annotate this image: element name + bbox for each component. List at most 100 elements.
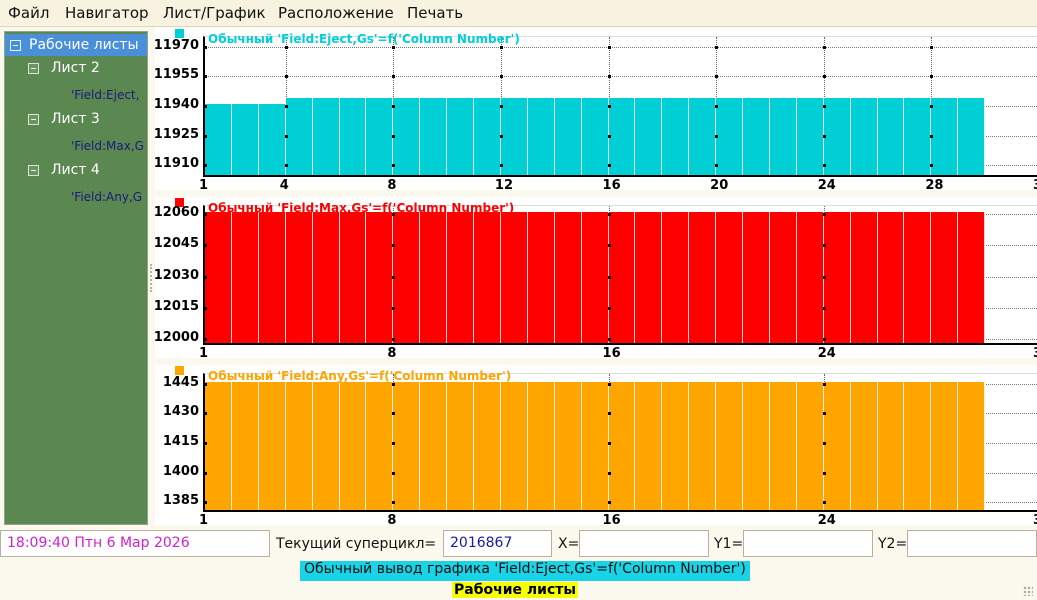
y2-coordinate-field[interactable]: [907, 530, 1037, 557]
sheet-4-chart-item[interactable]: 'Field:Any,G: [71, 190, 143, 204]
plot-area[interactable]: [203, 373, 1037, 512]
chart-bar[interactable]: [366, 212, 394, 343]
chart-bar[interactable]: [662, 381, 690, 510]
chart-bar[interactable]: [796, 381, 824, 510]
chart-bar[interactable]: [258, 381, 286, 510]
chart-bar[interactable]: [366, 381, 394, 510]
chart-bar[interactable]: [581, 381, 609, 510]
sheet-3-expander-icon[interactable]: [28, 114, 39, 125]
chart-bar[interactable]: [850, 212, 878, 343]
chart-bar[interactable]: [608, 212, 636, 343]
sheet-3-chart-item[interactable]: 'Field:Max,G: [71, 139, 144, 153]
chart-bar[interactable]: [447, 381, 475, 510]
chart-bar[interactable]: [393, 212, 421, 343]
chart-bar[interactable]: [339, 212, 367, 343]
sheet-2-chart-item[interactable]: 'Field:Eject,: [71, 88, 140, 102]
chart-bar[interactable]: [635, 212, 663, 343]
chart-bar[interactable]: [527, 381, 555, 510]
chart-bar[interactable]: [931, 98, 959, 175]
chart-bar[interactable]: [931, 212, 959, 343]
chart-bar[interactable]: [285, 98, 313, 175]
chart-bar[interactable]: [527, 212, 555, 343]
chart-bar[interactable]: [393, 98, 421, 175]
chart-bar[interactable]: [769, 98, 797, 175]
sheet-2-expander-icon[interactable]: [28, 63, 39, 74]
sheet-tree[interactable]: Рабочие листы Лист 2 'Field:Eject, Лист …: [4, 31, 148, 525]
chart-bar[interactable]: [205, 104, 232, 175]
chart-bar[interactable]: [904, 98, 932, 175]
chart-bar[interactable]: [447, 212, 475, 343]
panel-splitter-handle[interactable]: [150, 264, 154, 292]
chart-bar[interactable]: [500, 381, 528, 510]
chart-bar[interactable]: [500, 98, 528, 175]
chart-bar[interactable]: [554, 381, 582, 510]
chart-bar[interactable]: [312, 98, 340, 175]
menu-sheet-chart[interactable]: Лист/График: [163, 4, 266, 22]
menu-print[interactable]: Печать: [407, 4, 464, 22]
chart-bar[interactable]: [231, 104, 259, 175]
chart-bar[interactable]: [285, 381, 313, 510]
chart-bar[interactable]: [958, 98, 986, 175]
tree-root-worksheets[interactable]: Рабочие листы: [5, 34, 147, 56]
chart-bar[interactable]: [635, 98, 663, 175]
chart-bar[interactable]: [689, 212, 717, 343]
chart-bar[interactable]: [769, 212, 797, 343]
chart-bar[interactable]: [716, 98, 744, 175]
chart-bar[interactable]: [420, 381, 448, 510]
chart-bar[interactable]: [904, 212, 932, 343]
chart-bar[interactable]: [823, 98, 851, 175]
sheet-4-label[interactable]: Лист 4: [51, 162, 100, 178]
chart-bar[interactable]: [931, 381, 959, 510]
resize-grip-icon[interactable]: [1023, 586, 1033, 596]
chart-bar[interactable]: [447, 98, 475, 175]
chart-bar[interactable]: [554, 212, 582, 343]
chart-bar[interactable]: [796, 98, 824, 175]
plot-area[interactable]: [203, 205, 1037, 345]
chart-bar[interactable]: [958, 212, 986, 343]
sheet-4-expander-icon[interactable]: [28, 165, 39, 176]
y1-coordinate-field[interactable]: [743, 530, 873, 557]
chart-bar[interactable]: [877, 98, 905, 175]
chart-bar[interactable]: [420, 212, 448, 343]
chart-bar[interactable]: [877, 212, 905, 343]
chart-bar[interactable]: [554, 98, 582, 175]
chart-bar[interactable]: [823, 381, 851, 510]
chart-bar[interactable]: [904, 381, 932, 510]
chart-bar[interactable]: [312, 381, 340, 510]
chart-bar[interactable]: [662, 98, 690, 175]
chart-bar[interactable]: [312, 212, 340, 343]
chart-bar[interactable]: [527, 98, 555, 175]
chart-bar[interactable]: [743, 212, 770, 343]
chart-bar[interactable]: [796, 212, 824, 343]
chart-bar[interactable]: [716, 212, 744, 343]
collapse-icon[interactable]: [10, 40, 21, 51]
chart-bar[interactable]: [339, 381, 367, 510]
chart-bar[interactable]: [850, 98, 878, 175]
chart-bar[interactable]: [958, 381, 986, 510]
chart-bar[interactable]: [716, 381, 744, 510]
chart-bar[interactable]: [205, 381, 232, 510]
chart-bar[interactable]: [474, 98, 501, 175]
chart-bar[interactable]: [205, 212, 232, 343]
chart-bar[interactable]: [474, 381, 501, 510]
chart-bar[interactable]: [285, 212, 313, 343]
plot-area[interactable]: [203, 36, 1037, 177]
chart-bar[interactable]: [608, 98, 636, 175]
chart-bar[interactable]: [366, 98, 394, 175]
chart-bar[interactable]: [769, 381, 797, 510]
chart-bar[interactable]: [339, 98, 367, 175]
x-coordinate-field[interactable]: [579, 530, 709, 557]
chart-bar[interactable]: [743, 98, 770, 175]
chart-bar[interactable]: [743, 381, 770, 510]
chart-bar[interactable]: [581, 98, 609, 175]
chart-bar[interactable]: [877, 381, 905, 510]
chart-bar[interactable]: [635, 381, 663, 510]
menu-navigator[interactable]: Навигатор: [65, 4, 149, 22]
chart-bar[interactable]: [581, 212, 609, 343]
sheet-3-label[interactable]: Лист 3: [51, 111, 100, 127]
menu-layout[interactable]: Расположение: [278, 4, 394, 22]
chart-bar[interactable]: [258, 104, 286, 175]
chart-bar[interactable]: [662, 212, 690, 343]
chart-bar[interactable]: [393, 381, 421, 510]
